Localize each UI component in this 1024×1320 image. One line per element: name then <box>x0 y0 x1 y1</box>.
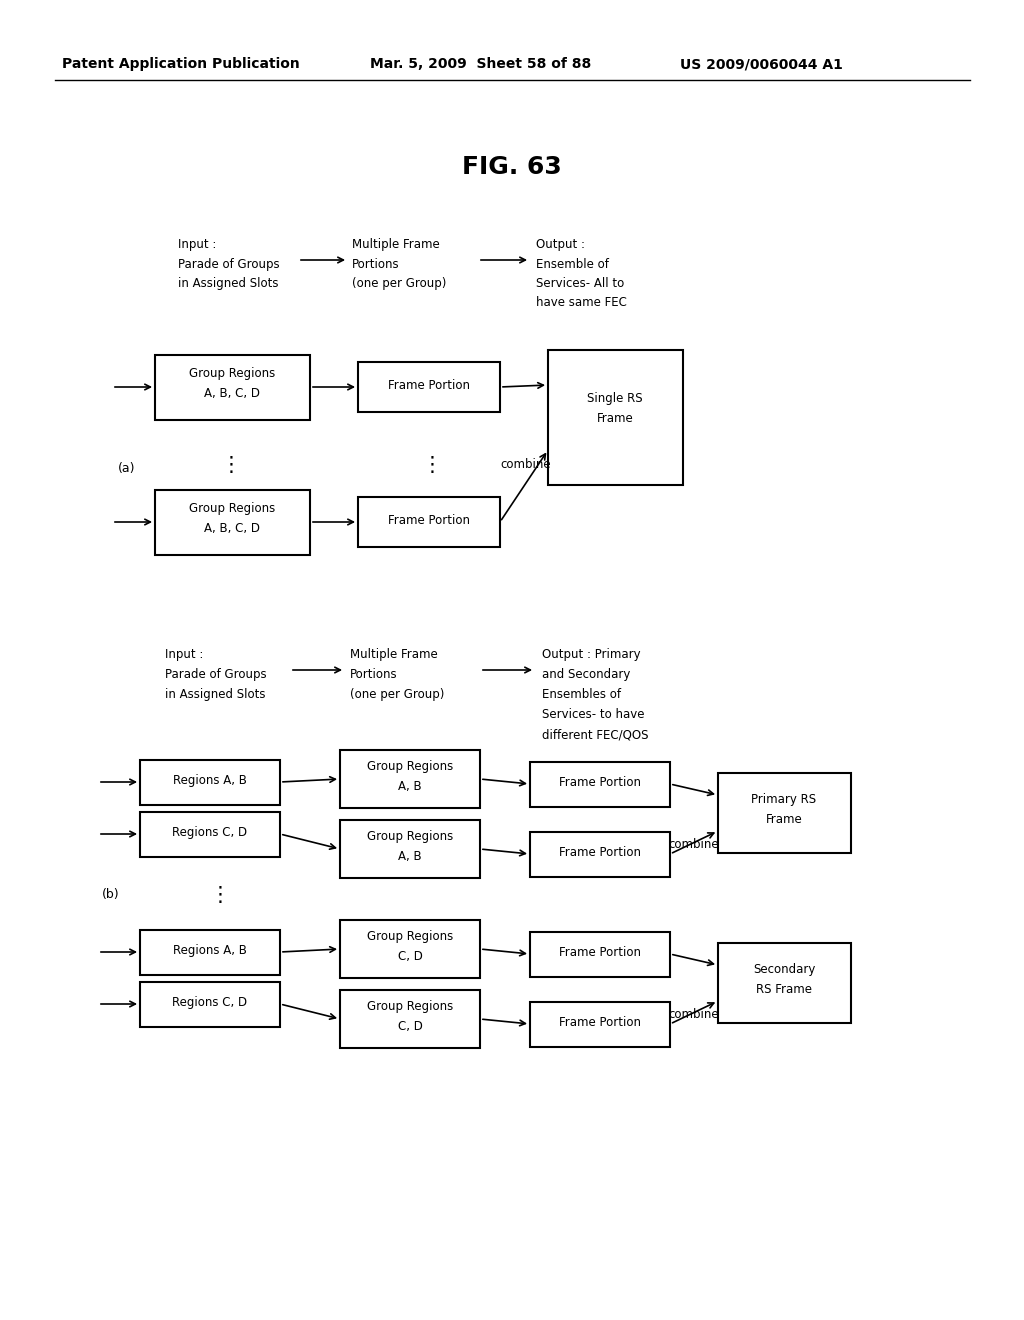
Text: in Assigned Slots: in Assigned Slots <box>178 277 279 290</box>
Text: Primary RS: Primary RS <box>752 793 816 807</box>
Text: Frame Portion: Frame Portion <box>388 379 470 392</box>
Text: Single RS: Single RS <box>587 392 643 405</box>
Text: (b): (b) <box>102 888 120 902</box>
Text: in Assigned Slots: in Assigned Slots <box>165 688 265 701</box>
Text: (one per Group): (one per Group) <box>352 277 446 290</box>
Text: A, B: A, B <box>398 850 422 863</box>
Bar <box>530 1002 670 1047</box>
Text: Frame: Frame <box>597 412 634 425</box>
Text: Ensembles of: Ensembles of <box>542 688 621 701</box>
Text: and Secondary: and Secondary <box>542 668 631 681</box>
Text: combine: combine <box>500 458 551 471</box>
Text: Regions A, B: Regions A, B <box>173 774 247 787</box>
Text: Parade of Groups: Parade of Groups <box>178 257 280 271</box>
Text: Output : Primary: Output : Primary <box>542 648 641 661</box>
Text: ⋮: ⋮ <box>422 455 442 475</box>
Bar <box>140 812 280 857</box>
Text: Multiple Frame: Multiple Frame <box>352 238 439 251</box>
Text: Frame Portion: Frame Portion <box>559 776 641 789</box>
Text: US 2009/0060044 A1: US 2009/0060044 A1 <box>680 57 843 71</box>
Text: Output :: Output : <box>536 238 585 251</box>
Text: Group Regions: Group Regions <box>367 830 454 843</box>
Text: A, B: A, B <box>398 780 422 793</box>
Text: Ensemble of: Ensemble of <box>536 257 609 271</box>
Bar <box>340 820 480 878</box>
Bar <box>718 942 851 1023</box>
Text: Group Regions: Group Regions <box>367 1001 454 1012</box>
Text: have same FEC: have same FEC <box>536 296 627 309</box>
Text: Frame Portion: Frame Portion <box>388 513 470 527</box>
Text: different FEC/QOS: different FEC/QOS <box>542 729 648 741</box>
Bar <box>530 832 670 876</box>
Text: Patent Application Publication: Patent Application Publication <box>62 57 300 71</box>
Text: C, D: C, D <box>397 950 423 964</box>
Text: Portions: Portions <box>350 668 397 681</box>
Text: A, B, C, D: A, B, C, D <box>204 521 260 535</box>
Text: Frame Portion: Frame Portion <box>559 1016 641 1030</box>
Bar <box>155 490 310 554</box>
Text: Multiple Frame: Multiple Frame <box>350 648 437 661</box>
Text: Group Regions: Group Regions <box>188 502 275 515</box>
Bar <box>718 774 851 853</box>
Text: (one per Group): (one per Group) <box>350 688 444 701</box>
Text: C, D: C, D <box>397 1020 423 1034</box>
Text: Services- to have: Services- to have <box>542 708 644 721</box>
Text: A, B, C, D: A, B, C, D <box>204 387 260 400</box>
Text: Portions: Portions <box>352 257 399 271</box>
Text: combine: combine <box>668 1008 719 1020</box>
Text: Services- All to: Services- All to <box>536 277 625 290</box>
Bar <box>530 762 670 807</box>
Text: ⋮: ⋮ <box>210 884 230 906</box>
Bar <box>548 350 683 484</box>
Bar <box>358 362 500 412</box>
Text: Regions C, D: Regions C, D <box>172 826 248 840</box>
Text: RS Frame: RS Frame <box>756 983 812 997</box>
Text: ⋮: ⋮ <box>220 455 242 475</box>
Bar <box>340 750 480 808</box>
Bar <box>358 498 500 546</box>
Text: combine: combine <box>668 838 719 851</box>
Text: Frame: Frame <box>766 813 803 826</box>
Text: Regions A, B: Regions A, B <box>173 944 247 957</box>
Bar <box>140 931 280 975</box>
Bar <box>340 990 480 1048</box>
Bar <box>140 982 280 1027</box>
Bar <box>340 920 480 978</box>
Bar <box>530 932 670 977</box>
Text: Mar. 5, 2009  Sheet 58 of 88: Mar. 5, 2009 Sheet 58 of 88 <box>370 57 591 71</box>
Text: Group Regions: Group Regions <box>367 931 454 942</box>
Bar <box>155 355 310 420</box>
Text: Group Regions: Group Regions <box>367 760 454 774</box>
Text: Group Regions: Group Regions <box>188 367 275 380</box>
Bar <box>140 760 280 805</box>
Text: Secondary: Secondary <box>753 964 815 975</box>
Text: (a): (a) <box>118 462 135 475</box>
Text: Input :: Input : <box>165 648 204 661</box>
Text: Frame Portion: Frame Portion <box>559 946 641 960</box>
Text: Frame Portion: Frame Portion <box>559 846 641 859</box>
Text: Regions C, D: Regions C, D <box>172 997 248 1008</box>
Text: FIG. 63: FIG. 63 <box>462 154 562 180</box>
Text: Parade of Groups: Parade of Groups <box>165 668 266 681</box>
Text: Input :: Input : <box>178 238 216 251</box>
